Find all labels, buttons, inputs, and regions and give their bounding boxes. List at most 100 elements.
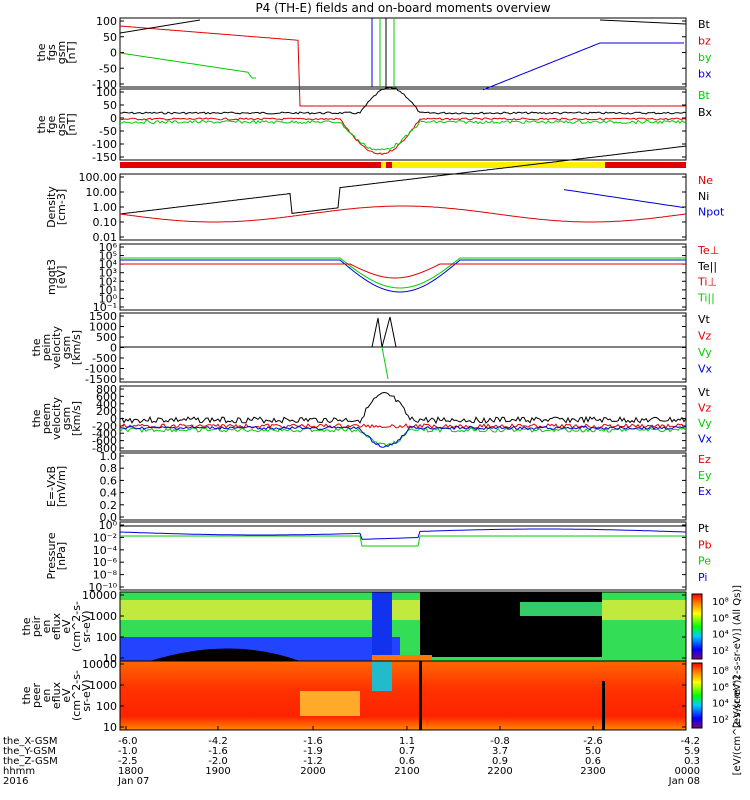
series-by bbox=[119, 52, 256, 79]
legend-entry: bx bbox=[698, 68, 712, 81]
x-axis-value: -2.5 bbox=[118, 756, 138, 767]
x-axis-value: 5.0 bbox=[585, 746, 601, 757]
x-axis-value: 1900 bbox=[205, 766, 230, 777]
y-axis-label: fgs bbox=[45, 44, 58, 61]
x-axis-value: -2.6 bbox=[583, 736, 603, 747]
y-tick-label: -500 bbox=[92, 352, 117, 365]
series-ti-perp bbox=[120, 259, 686, 293]
x-axis-value: 2000 bbox=[300, 766, 325, 777]
y-tick-label: 0 bbox=[110, 47, 117, 60]
series-bz bbox=[119, 117, 687, 156]
y-axis-label: (cm^2-s- bbox=[70, 670, 83, 721]
x-axis-value: -1.6 bbox=[303, 736, 323, 747]
y-tick-label: -200 bbox=[92, 420, 117, 433]
x-axis-value: 0.6 bbox=[585, 756, 601, 767]
y-tick-label: -800 bbox=[92, 442, 117, 455]
x-axis-value: 0.6 bbox=[399, 756, 415, 767]
x-axis-value: 2200 bbox=[487, 766, 512, 777]
colorbar-label: [eV/(cm^2-s-sr-eV)] (All Qs)] bbox=[732, 585, 743, 728]
y-axis-label: [cm-3] bbox=[55, 189, 68, 225]
series-ne bbox=[119, 205, 687, 223]
legend-entry: Vx bbox=[698, 363, 713, 376]
y-tick-label: 0.2 bbox=[100, 499, 118, 512]
colorbar bbox=[691, 593, 703, 660]
x-axis-row-label: the_Y-GSM bbox=[3, 746, 56, 757]
y-tick-label: 100 bbox=[96, 15, 117, 28]
legend-entry: Ex bbox=[698, 485, 712, 498]
y-axis-label: velocity bbox=[50, 326, 63, 369]
x-axis-row-label: hhmm bbox=[3, 766, 35, 777]
y-tick-label: 50 bbox=[103, 31, 117, 44]
y-axis-label: peim bbox=[40, 334, 53, 362]
y-tick-label: 10⁴ bbox=[99, 258, 118, 271]
panel-efield: 1.00.80.60.40.20.0 E=-VxB[mV/m] Ez Ey Ex bbox=[45, 450, 712, 524]
series-bz bbox=[119, 25, 686, 107]
colorbar-tick-label: 10² bbox=[712, 715, 729, 726]
y-axis-label: eV bbox=[60, 619, 73, 634]
y-axis-label: mgqt3 bbox=[45, 259, 58, 295]
y-tick-label: 10⁻¹⁰ bbox=[88, 581, 117, 594]
y-tick-label: 10⁻⁶ bbox=[93, 556, 118, 569]
y-axis-label: sr-eV) bbox=[80, 610, 93, 642]
colorbar bbox=[691, 662, 703, 729]
legend-entry: Ez bbox=[698, 453, 711, 466]
series-vx bbox=[119, 425, 687, 448]
y-tick-label: 0.10 bbox=[93, 216, 118, 229]
legend-entry: Te|| bbox=[697, 260, 717, 273]
y-tick-label: 10² bbox=[99, 275, 117, 288]
spectrogram-gap bbox=[419, 661, 422, 730]
y-tick-label: 10000 bbox=[82, 658, 117, 671]
y-tick-label: 100 bbox=[96, 631, 117, 644]
y-tick-label: -400 bbox=[92, 427, 117, 440]
x-axis-value: -1.6 bbox=[208, 746, 228, 757]
legend-entry: Npot bbox=[698, 206, 725, 219]
legend-entry: Vt bbox=[698, 313, 711, 326]
legend-entry: Vy bbox=[698, 417, 712, 430]
y-axis-label: [km/s] bbox=[70, 330, 83, 365]
series-bt bbox=[119, 86, 687, 115]
legend-entry: Bt bbox=[698, 89, 711, 102]
x-axis-value: 1.1 bbox=[399, 736, 415, 747]
x-axis-value: 0000 bbox=[675, 766, 700, 777]
y-axis-label: eflux bbox=[50, 612, 63, 640]
x-axis-value: -2.0 bbox=[208, 756, 228, 767]
x-axis-value: -1.9 bbox=[303, 746, 323, 757]
x-axis-labels: the_X-GSM -6.0 -4.2 -1.6 1.1 -0.8 -2.6 -4.2the_… bbox=[3, 726, 700, 787]
y-axis-label: eV bbox=[60, 688, 73, 703]
y-axis-label: gsm bbox=[55, 41, 68, 64]
x-axis-value: 0.3 bbox=[684, 756, 700, 767]
spectrogram-background bbox=[120, 661, 686, 730]
y-axis-label: peem bbox=[40, 403, 53, 434]
mode-bar-segment bbox=[392, 162, 420, 168]
x-axis-value: -4.2 bbox=[208, 736, 228, 747]
spectrogram-gap bbox=[602, 681, 605, 730]
spectrogram-band bbox=[372, 655, 432, 661]
y-tick-label: -1500 bbox=[85, 373, 117, 386]
y-tick-label: 600 bbox=[96, 390, 117, 403]
x-axis-row-label: 2016 bbox=[3, 776, 28, 787]
y-tick-label: 10⁻² bbox=[93, 531, 117, 544]
y-axis-label: gsm bbox=[55, 113, 68, 136]
y-tick-label: 10⁻⁸ bbox=[93, 569, 118, 582]
colorbar-tick-label: 10² bbox=[712, 646, 729, 657]
y-tick-label: -100 bbox=[92, 78, 117, 91]
y-tick-label: -600 bbox=[92, 435, 117, 448]
x-axis-value: Jan 07 bbox=[117, 776, 149, 787]
y-tick-label: 0 bbox=[110, 342, 117, 355]
panel-frame bbox=[119, 173, 687, 241]
x-axis-value: 3.7 bbox=[492, 746, 508, 757]
y-tick-label: 10⁰ bbox=[99, 519, 118, 532]
x-axis-value: Jan 08 bbox=[668, 776, 700, 787]
y-axis-label: the bbox=[20, 686, 33, 704]
series-vy bbox=[381, 346, 389, 380]
y-tick-label: 1.0 bbox=[100, 450, 118, 463]
series-by bbox=[119, 119, 687, 151]
y-tick-label: 100 bbox=[96, 700, 117, 713]
legend-entry: bz bbox=[698, 35, 711, 48]
x-axis-value: -6.0 bbox=[118, 736, 138, 747]
y-tick-label: 10 bbox=[103, 652, 117, 665]
y-axis-label: (cm^2-s- bbox=[70, 601, 83, 652]
y-axis-label: en bbox=[40, 689, 53, 703]
